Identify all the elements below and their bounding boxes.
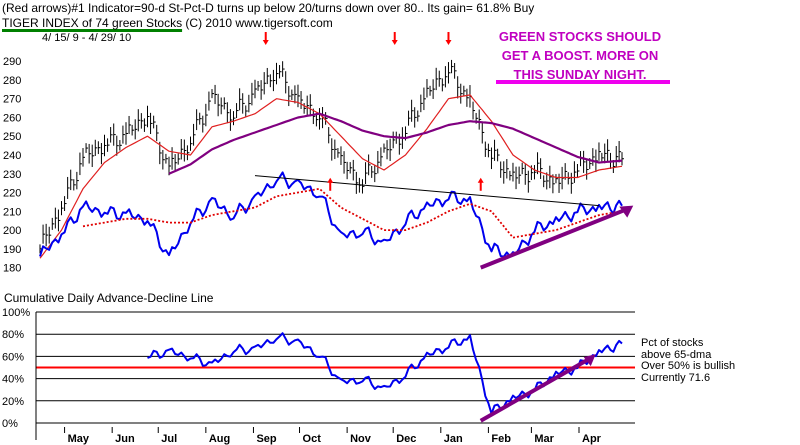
month-label: Jul <box>161 433 177 445</box>
y-tick-label: 180 <box>3 263 21 275</box>
y-tick-label: 280 <box>3 75 21 87</box>
sell-arrow-head <box>262 40 269 45</box>
annotation-underline <box>496 80 670 84</box>
y-tick-label: 230 <box>3 169 21 181</box>
month-label: Jan <box>444 433 463 445</box>
month-label: Dec <box>396 433 416 445</box>
y-tick-label: 100% <box>2 307 30 319</box>
main-chart-markers <box>254 32 634 270</box>
uptrend-arrow-head <box>619 205 634 218</box>
indicator-description: (Red arrows)#1 Indicator=90-d St-Pct-D t… <box>2 1 535 15</box>
subplot-legend: Pct of stocks above 65-dma Over 50% is b… <box>641 337 736 384</box>
trendline <box>254 175 600 207</box>
subplot-axis: 0% 20% 40% 60% 80% 100% <box>2 307 635 430</box>
legend-line-1: Pct of stocks <box>641 337 704 349</box>
annotation-note: GREEN STOCKS SHOULD GET A BOOST. MORE ON… <box>498 29 662 82</box>
y-tick-label: 80% <box>2 329 24 341</box>
month-label: Mar <box>534 433 554 445</box>
month-label: Feb <box>491 433 511 445</box>
y-tick-label: 290 <box>3 56 21 68</box>
uptrend-arrow <box>479 207 627 270</box>
month-label: Nov <box>350 433 372 445</box>
short-ma-line <box>39 94 623 259</box>
long-ma-line <box>168 112 623 175</box>
ad-line-ma-line <box>82 187 623 239</box>
y-tick-label: 200 <box>3 225 21 237</box>
copyright-and-site: (C) 2010 www.tigersoft.com <box>182 16 333 30</box>
legend-line-2: above 65-dma <box>641 348 712 361</box>
legend-line-3: Over 50% is bullish <box>641 360 736 372</box>
y-tick-label: 20% <box>2 396 24 408</box>
buy-arrow-head <box>327 177 334 183</box>
sell-arrow-head <box>391 40 398 45</box>
y-tick-label: 270 <box>3 94 21 106</box>
sell-arrow-head <box>445 40 452 45</box>
month-label: May <box>68 433 90 445</box>
month-label: Jun <box>115 433 135 445</box>
y-tick-label: 60% <box>2 351 24 363</box>
x-axis: May Jun Jul Aug Sep Oct Nov Dec Jan Feb Mar Apr <box>35 312 602 445</box>
y-tick-label: 250 <box>3 131 21 143</box>
ad-line-line <box>39 171 623 258</box>
subplot-series <box>147 332 623 423</box>
y-tick-label: 210 <box>3 206 21 218</box>
y-tick-label: 240 <box>3 150 21 162</box>
chart-title: TIGER INDEX of 74 green Stocks (C) 2010 … <box>2 17 333 29</box>
y-tick-label: 260 <box>3 112 21 124</box>
month-label: Aug <box>209 433 230 445</box>
y-tick-label: 190 <box>3 244 21 256</box>
subplot-title: Cumulative Daily Advance-Decline Line <box>4 291 214 305</box>
legend-line-4: Currently 71.6 <box>641 371 711 384</box>
y-tick-label: 0% <box>2 418 18 430</box>
month-label: Sep <box>256 433 276 445</box>
month-label: Oct <box>303 433 322 445</box>
y-tick-label: 40% <box>2 374 24 386</box>
buy-arrow-head <box>477 177 484 183</box>
y-tick-label: 220 <box>3 188 21 200</box>
main-chart-axis: 180 190 200 210 220 230 240 250 260 270 280 290 <box>3 56 21 274</box>
subplot-uptrend-arrow-head <box>583 354 596 367</box>
date-range: 4/ 15/ 9 - 4/ 29/ 10 <box>42 32 132 44</box>
index-name: TIGER INDEX of 74 green Stocks <box>2 16 183 30</box>
subplot-uptrend-arrow <box>479 356 591 423</box>
month-label: Apr <box>582 433 602 445</box>
main-chart-series <box>39 59 624 259</box>
pct-above-dma-line <box>147 332 623 415</box>
